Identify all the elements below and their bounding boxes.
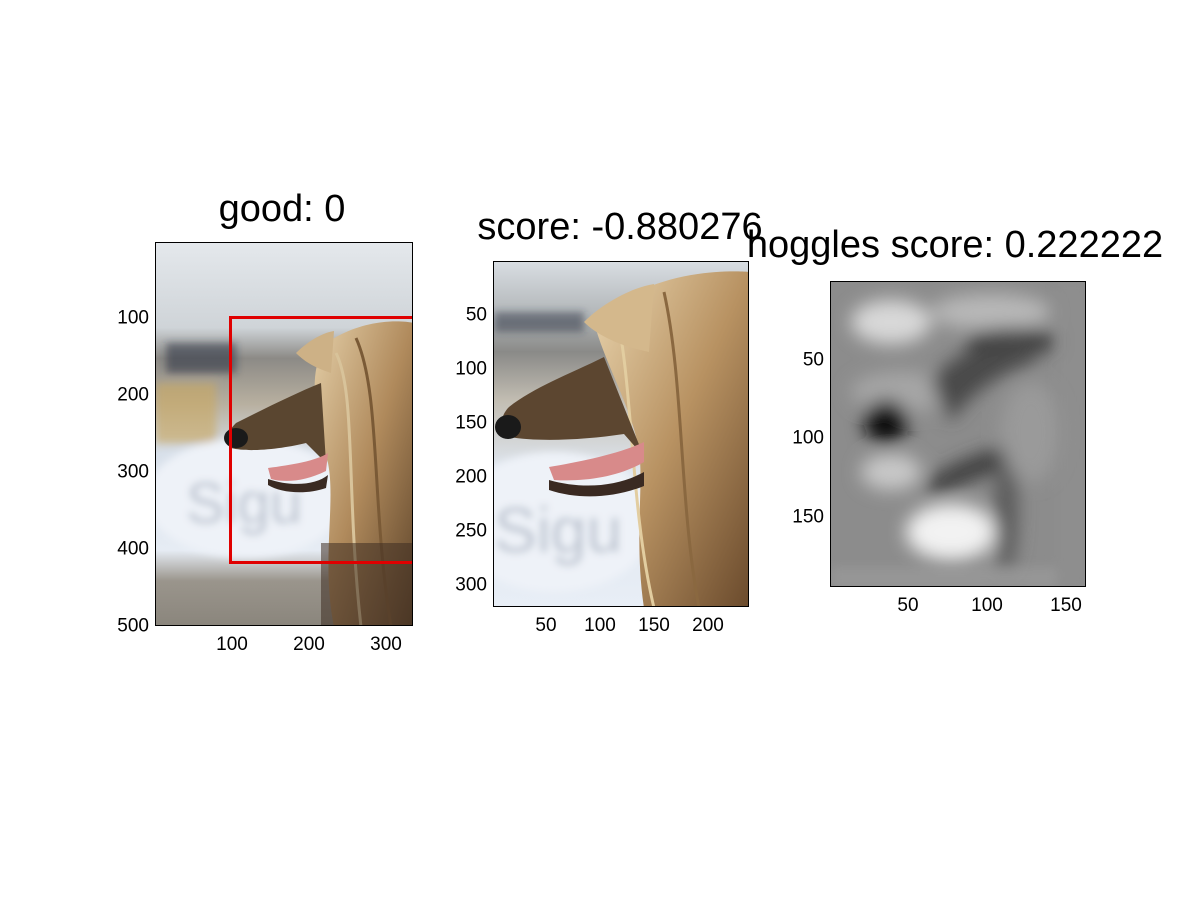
panel-1-xtick: 300 — [370, 634, 402, 655]
panel-3-ytick: 100 — [792, 427, 824, 449]
panel-2-ytick: 300 — [455, 574, 487, 596]
panel-2-ytick: 50 — [465, 304, 487, 326]
panel-1-xtick: 100 — [216, 634, 248, 655]
panel-2-xtick: 50 — [535, 615, 557, 636]
panel-3-title: hoggles score: 0.222222 — [746, 224, 1164, 266]
panel-1-ytick: 200 — [117, 384, 149, 406]
svg-text:Sigu: Sigu — [186, 471, 302, 536]
panel-3-ytick: 150 — [792, 506, 824, 528]
panel-2-ytick: 150 — [455, 412, 487, 434]
dog-photo-full: Sigu — [156, 243, 412, 625]
panel-2-title: score: -0.880276 — [477, 206, 763, 248]
panel-1-ytick: 500 — [117, 615, 149, 637]
panel-1-ytick: 400 — [117, 538, 149, 560]
panel-3-ytick: 50 — [802, 349, 824, 371]
panel-2-xtick: 100 — [584, 615, 616, 636]
hoggles-visualization — [831, 282, 1085, 586]
panel-1-ytick: 300 — [117, 461, 149, 483]
panel-1-ytick: 100 — [117, 307, 149, 329]
panel-1-title: good: 0 — [218, 188, 346, 230]
svg-text:Sigu: Sigu — [494, 494, 622, 566]
panel-3-xtick: 50 — [897, 595, 919, 616]
panel-1-axes: Sigu — [155, 242, 413, 626]
panel-2-ytick: 200 — [455, 466, 487, 488]
bounding-box-overlay — [229, 316, 412, 564]
panel-1-xtick: 200 — [293, 634, 325, 655]
panel-2-ytick: 250 — [455, 520, 487, 542]
panel-2-xtick: 200 — [692, 615, 724, 636]
panel-2-xtick: 150 — [638, 615, 670, 636]
dog-photo-crop: Sigu — [494, 262, 748, 606]
panel-2-ytick: 100 — [455, 358, 487, 380]
panel-3-xtick: 150 — [1050, 595, 1082, 616]
panel-3-xtick: 100 — [971, 595, 1003, 616]
panel-2-axes: Sigu — [493, 261, 749, 607]
panel-3-axes — [830, 281, 1086, 587]
